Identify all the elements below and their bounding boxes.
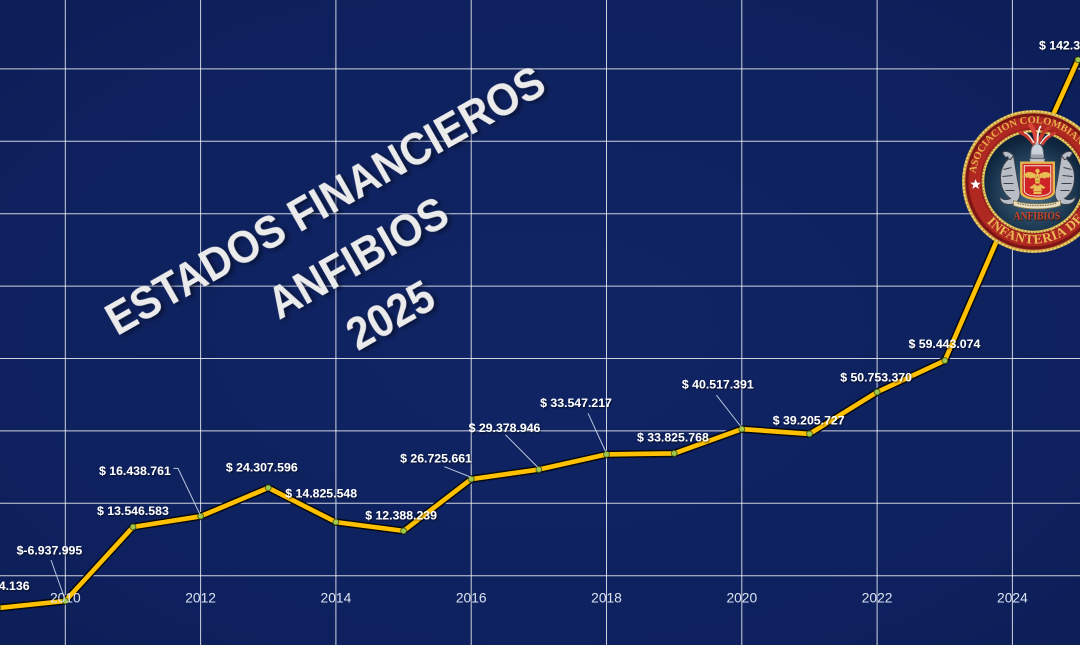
svg-text:$ 13.546.583: $ 13.546.583 xyxy=(97,504,169,518)
svg-text:2022: 2022 xyxy=(862,591,893,606)
svg-text:2018: 2018 xyxy=(591,591,622,606)
svg-text:$ 33.547.217: $ 33.547.217 xyxy=(540,396,612,410)
svg-text:$ 24.307.596: $ 24.307.596 xyxy=(226,461,298,475)
svg-text:$ 142.358.994: $ 142.358.994 xyxy=(1039,39,1080,53)
svg-text:$-8.954.136: $-8.954.136 xyxy=(0,579,30,593)
svg-text:$ 12.388.239: $ 12.388.239 xyxy=(365,509,437,523)
svg-text:$ 16.438.761: $ 16.438.761 xyxy=(99,464,171,478)
svg-text:2024: 2024 xyxy=(997,591,1028,606)
svg-text:$ 40.517.391: $ 40.517.391 xyxy=(682,378,754,392)
svg-text:2016: 2016 xyxy=(456,591,487,606)
svg-text:2020: 2020 xyxy=(726,591,757,606)
svg-text:$ 29.378.946: $ 29.378.946 xyxy=(469,421,541,435)
svg-text:$ 26.725.661: $ 26.725.661 xyxy=(400,452,472,466)
svg-text:2010: 2010 xyxy=(50,591,81,606)
svg-text:ANFIBIOS: ANFIBIOS xyxy=(1014,211,1061,223)
svg-text:$-6.937.995: $-6.937.995 xyxy=(17,544,83,558)
svg-text:ANFIBIOS: ANFIBIOS xyxy=(1014,212,1061,224)
svg-text:2012: 2012 xyxy=(185,591,216,606)
svg-text:2014: 2014 xyxy=(321,591,352,606)
svg-text:$ 39.205.727: $ 39.205.727 xyxy=(773,414,845,428)
svg-text:$ 59.443.074: $ 59.443.074 xyxy=(908,337,980,351)
svg-text:$ 50.753.370: $ 50.753.370 xyxy=(840,371,912,385)
svg-text:$ 14.825.548: $ 14.825.548 xyxy=(285,487,357,501)
svg-text:$ 33.825.768: $ 33.825.768 xyxy=(637,431,709,445)
